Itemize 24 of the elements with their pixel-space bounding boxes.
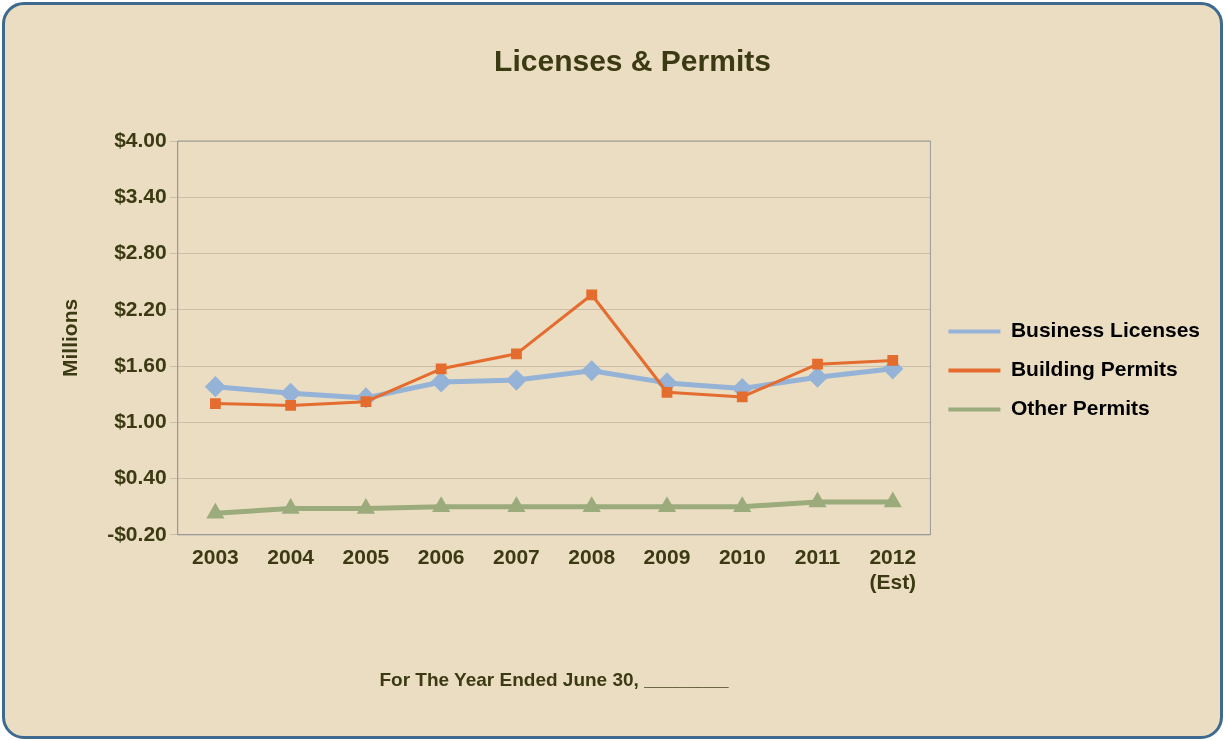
y-tick-label: $2.20	[114, 296, 167, 320]
x-tick-label: 2003	[192, 545, 239, 569]
x-tick-label: 2009	[643, 545, 691, 569]
y-tick-label: $2.80	[114, 240, 167, 264]
chart-title: Licenses & Permits	[494, 44, 771, 78]
x-tick-label: 2005	[342, 545, 390, 569]
x-tick-label: 2010	[718, 545, 766, 569]
y-tick-label: $0.40	[114, 465, 167, 489]
x-tick-label: 2008	[568, 545, 616, 569]
y-tick-label: -$0.20	[107, 521, 167, 545]
legend-label: Business Licenses	[1010, 318, 1200, 342]
y-tick-label: $1.60	[114, 352, 167, 376]
x-tick-label: 2007	[493, 545, 540, 569]
legend-label: Other Permits	[1010, 396, 1150, 420]
y-tick-label: $4.00	[114, 127, 167, 151]
x-tick-label: 2011	[794, 545, 841, 569]
x-axis-title: For The Year Ended June 30, ________	[379, 668, 730, 690]
y-axis-title: Millions	[58, 298, 82, 377]
x-tick-label: 2006	[417, 545, 465, 569]
legend-label: Building Permits	[1010, 357, 1178, 381]
y-tick-label: $1.00	[114, 409, 167, 433]
x-tick-label: 2012 (Est)	[869, 545, 917, 594]
x-tick-label: 2004	[267, 545, 315, 569]
y-tick-label: $3.40	[114, 184, 167, 208]
